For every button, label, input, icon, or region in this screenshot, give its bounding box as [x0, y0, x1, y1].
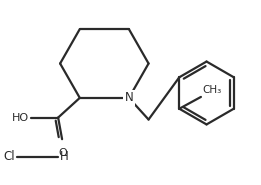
- Text: O: O: [59, 148, 67, 158]
- Text: Cl: Cl: [3, 150, 15, 163]
- Text: H: H: [60, 150, 69, 163]
- Text: HO: HO: [11, 112, 29, 122]
- Text: N: N: [124, 91, 133, 104]
- Text: CH₃: CH₃: [202, 85, 221, 95]
